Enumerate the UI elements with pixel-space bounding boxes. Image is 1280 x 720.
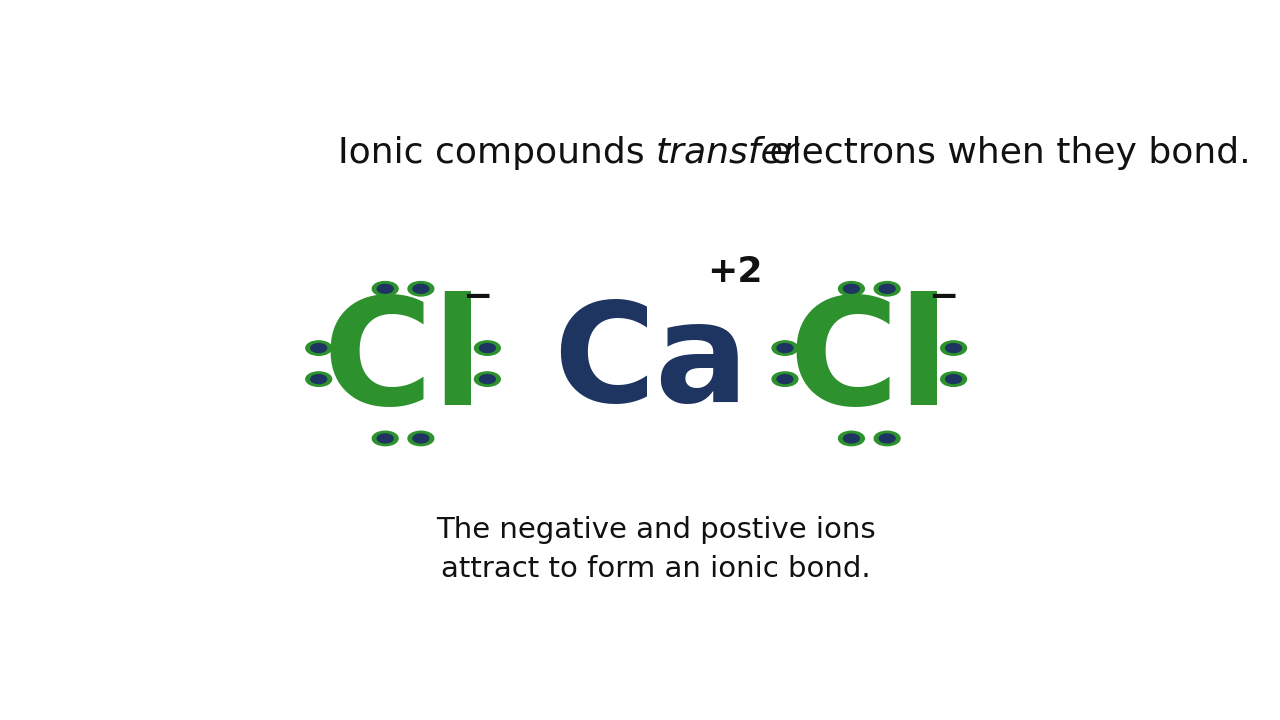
Circle shape [941, 341, 966, 355]
Text: +2: +2 [708, 255, 763, 289]
Circle shape [772, 341, 797, 355]
Circle shape [475, 341, 500, 355]
Text: Cl: Cl [788, 291, 950, 436]
Circle shape [408, 431, 434, 446]
Text: Ca: Ca [553, 296, 749, 431]
Circle shape [413, 284, 429, 293]
Text: Cl: Cl [323, 291, 484, 436]
Circle shape [874, 431, 900, 446]
Circle shape [844, 284, 859, 293]
Circle shape [777, 343, 792, 353]
Circle shape [378, 434, 393, 443]
Circle shape [311, 343, 326, 353]
Circle shape [941, 372, 966, 387]
Circle shape [378, 284, 393, 293]
Circle shape [838, 282, 864, 296]
Circle shape [772, 372, 797, 387]
Circle shape [311, 374, 326, 384]
Circle shape [874, 282, 900, 296]
Circle shape [480, 343, 495, 353]
Circle shape [838, 431, 864, 446]
Text: attract to form an ionic bond.: attract to form an ionic bond. [442, 554, 870, 582]
Circle shape [306, 372, 332, 387]
Circle shape [372, 282, 398, 296]
Text: transfer: transfer [657, 136, 799, 170]
Text: The negative and postive ions: The negative and postive ions [436, 516, 876, 544]
Circle shape [413, 434, 429, 443]
Circle shape [408, 282, 434, 296]
Circle shape [777, 374, 792, 384]
Text: Ionic compounds: Ionic compounds [338, 136, 657, 170]
Circle shape [844, 434, 859, 443]
Circle shape [306, 341, 332, 355]
Text: −: − [462, 280, 493, 314]
Circle shape [879, 284, 895, 293]
Circle shape [946, 343, 961, 353]
Text: electrons when they bond.: electrons when they bond. [758, 136, 1251, 170]
Circle shape [480, 374, 495, 384]
Circle shape [372, 431, 398, 446]
Circle shape [879, 434, 895, 443]
Text: −: − [928, 280, 959, 314]
Circle shape [475, 372, 500, 387]
Circle shape [946, 374, 961, 384]
